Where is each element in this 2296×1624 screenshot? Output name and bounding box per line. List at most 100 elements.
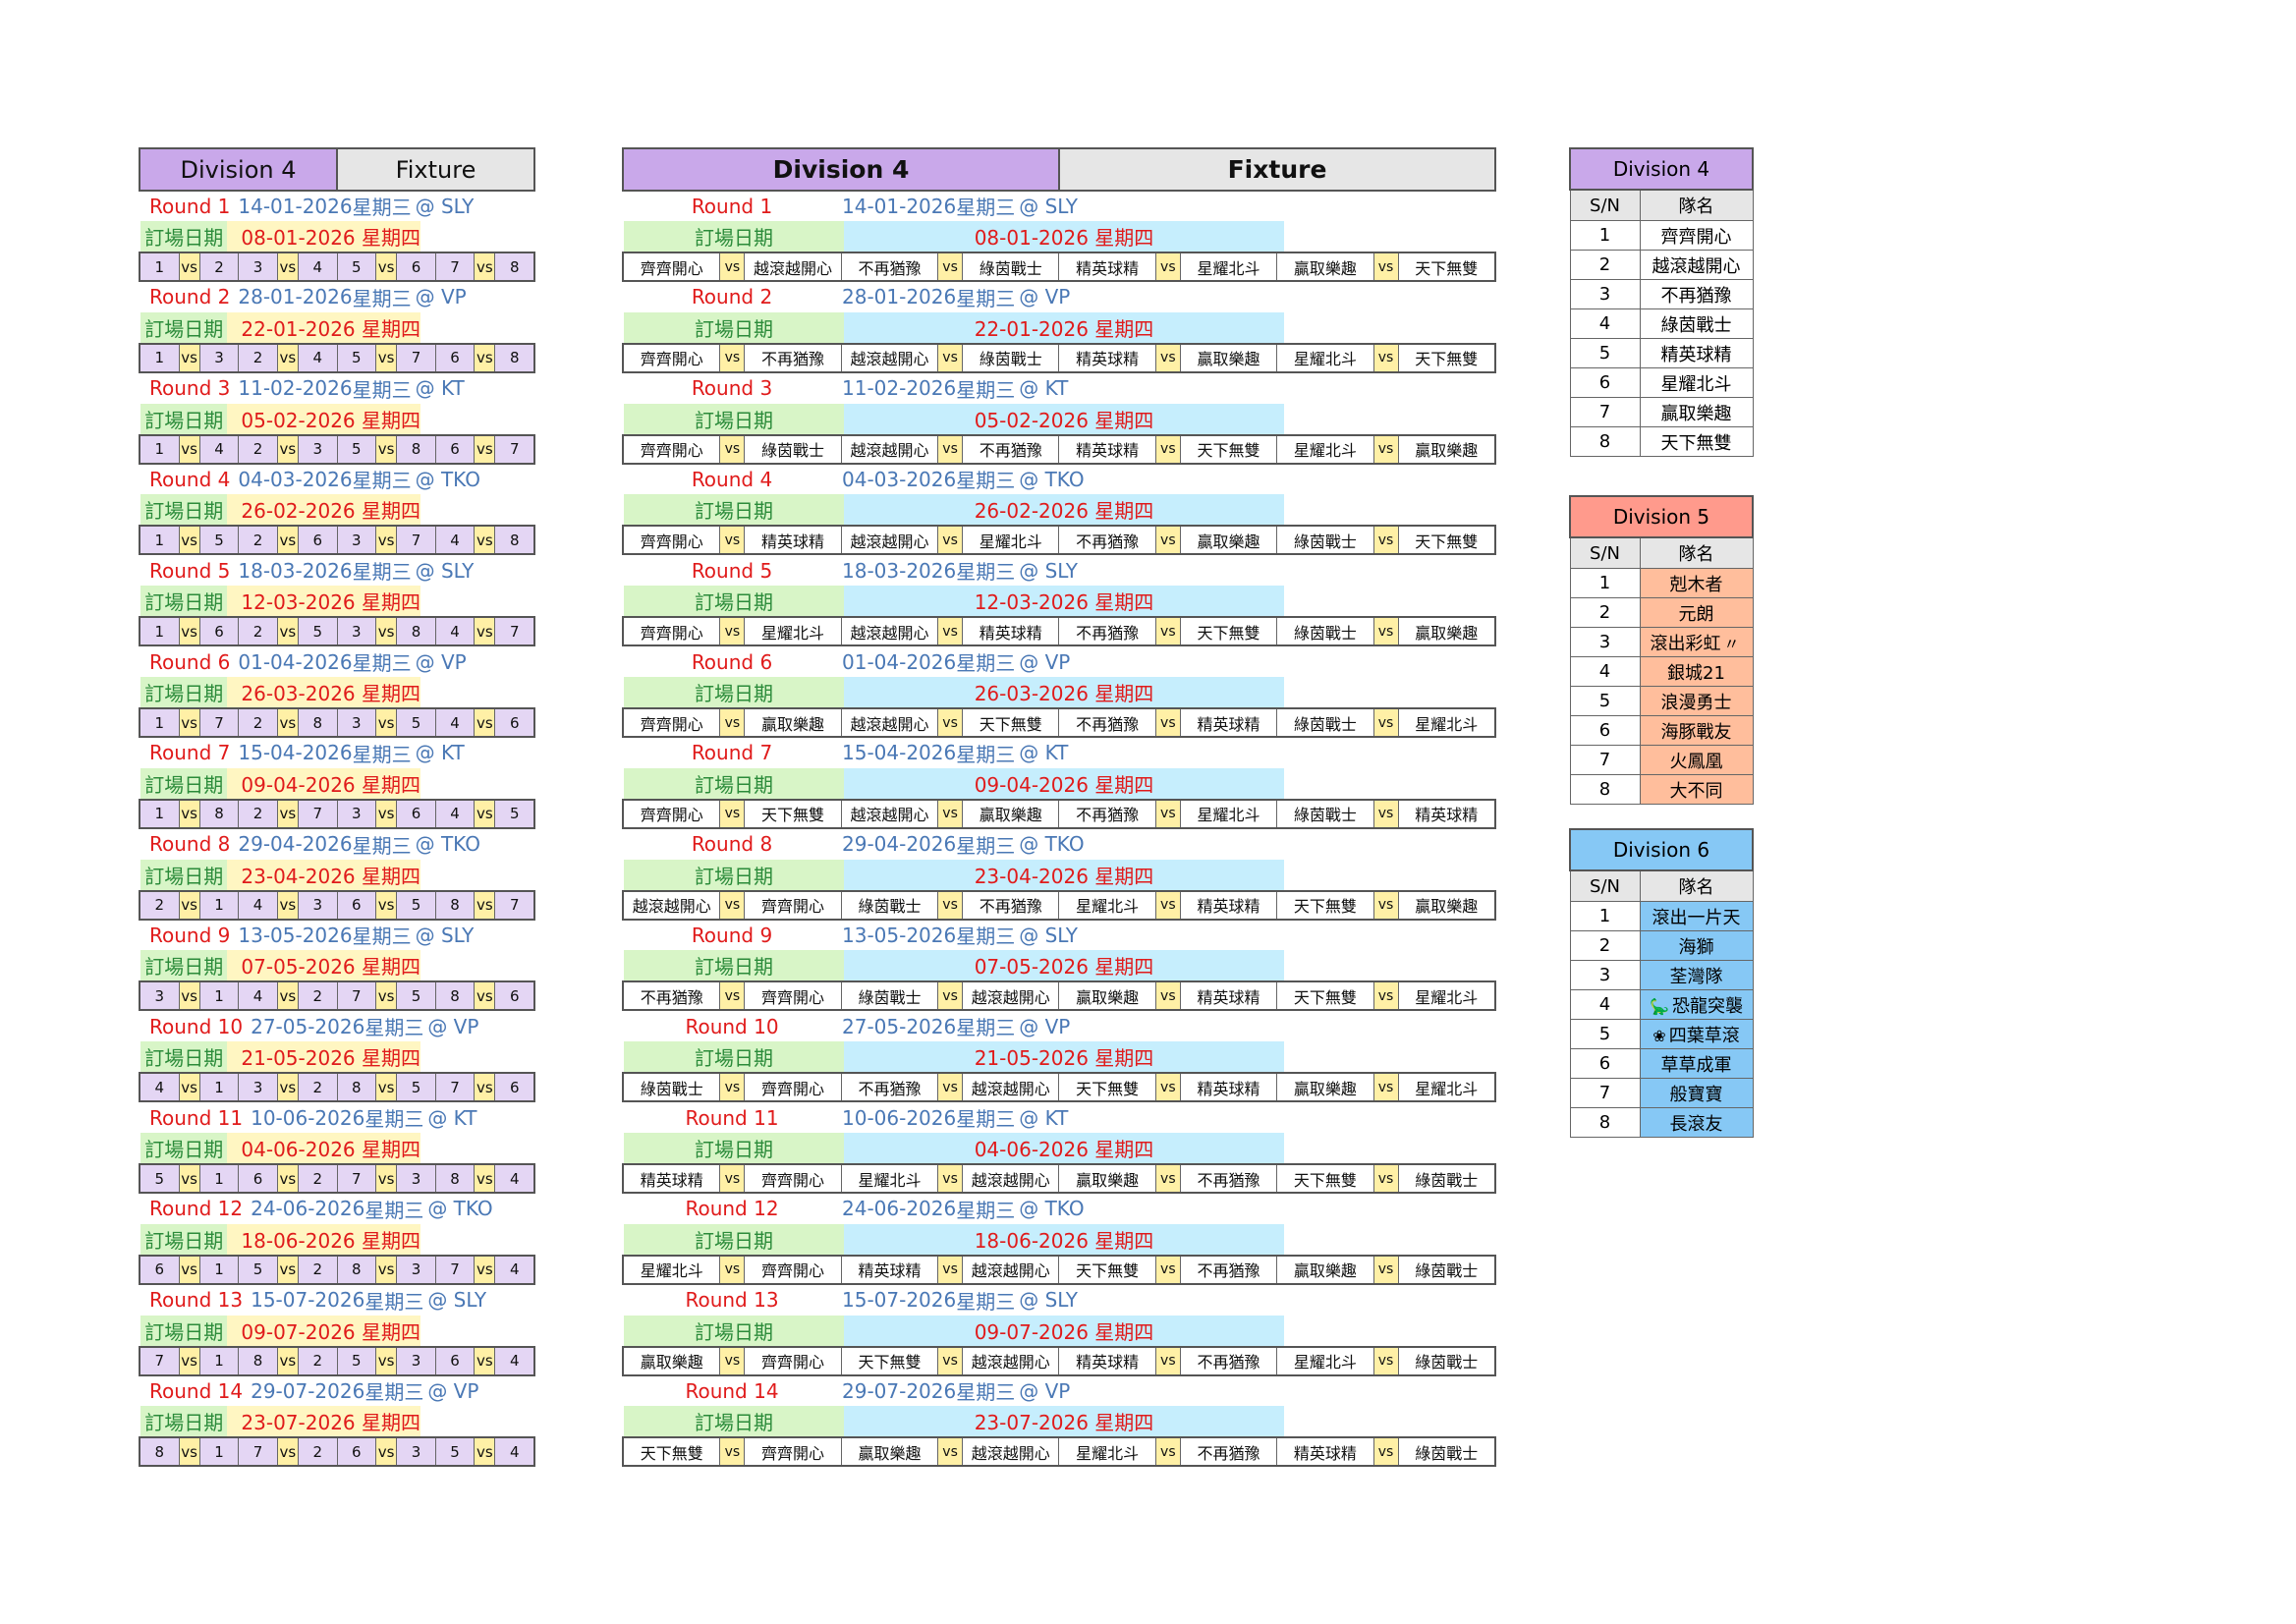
- vs-label: vs: [1155, 253, 1181, 280]
- team-name: 天下無雙: [1059, 1074, 1156, 1101]
- round-line: Round 13 15-07-2026 星期三 @ SLY: [622, 1285, 1506, 1316]
- team-number: 5: [199, 527, 240, 554]
- vs-label: vs: [376, 1256, 398, 1283]
- team-number: 4: [435, 709, 476, 736]
- vs-label: vs: [376, 435, 398, 463]
- vs-label: vs: [720, 618, 746, 645]
- team-name: 越滾越開心: [842, 800, 939, 827]
- team-number: 1: [199, 982, 240, 1010]
- vs-label: vs: [720, 253, 746, 280]
- team-name: 星耀北斗: [842, 1165, 939, 1192]
- vs-label: vs: [1155, 891, 1181, 919]
- vs-label: vs: [376, 1165, 398, 1192]
- team-number: 8: [495, 253, 533, 280]
- round-venue: @ SLY: [1019, 558, 1078, 583]
- round-weekday: 星期三: [352, 560, 412, 585]
- round-weekday: 星期三: [352, 377, 412, 402]
- team-number: 8: [298, 709, 338, 736]
- team-name-text: 荃灣隊: [1669, 966, 1723, 987]
- round-line: Round 3 11-02-2026 星期三 @ KT: [149, 373, 542, 404]
- team-name: 不再猶豫: [1181, 1438, 1278, 1466]
- vs-label: vs: [475, 1438, 496, 1466]
- team-name: 贏取樂趣: [1181, 344, 1278, 371]
- round-line: Round 1 14-01-2026 星期三 @ SLY: [149, 191, 542, 221]
- team-number: 2: [239, 618, 278, 645]
- team-name: 贏取樂趣: [1059, 1165, 1156, 1192]
- team-sn: 2: [1569, 250, 1641, 280]
- round-date: 01-04-2026: [842, 649, 957, 674]
- booking-label: 訂場日期: [624, 1133, 844, 1163]
- team-number: 1: [140, 709, 180, 736]
- booking-row: 訂場日期 09-07-2026 星期四: [624, 1315, 1284, 1346]
- team-name: 齊齊開心: [624, 618, 721, 645]
- team-number: 3: [298, 435, 338, 463]
- team-row: 6 星耀北斗: [1569, 367, 1754, 398]
- team-number: 4: [298, 344, 338, 371]
- round-date: 11-02-2026: [842, 376, 957, 401]
- booking-date-text: 05-02-2026 星期四: [241, 408, 420, 432]
- booking-date: 04-06-2026 星期四: [227, 1133, 420, 1163]
- mid-division-label: Division 4: [772, 155, 910, 184]
- team-number: 7: [337, 982, 377, 1010]
- vs-label: vs: [179, 1074, 200, 1101]
- match-row: 1 vs 6 2 vs 5 3 vs 8 4 vs 7: [139, 616, 535, 647]
- booking-row: 訂場日期 07-05-2026 星期四: [624, 950, 1284, 981]
- team-name: 不再猶豫: [1181, 1165, 1278, 1192]
- team-number: 7: [140, 1347, 180, 1374]
- mid-fixture-header: Fixture: [1058, 147, 1496, 192]
- round-line: Round 11 10-06-2026 星期三 @ KT: [622, 1102, 1506, 1133]
- team-name: 越滾越開心: [963, 1165, 1060, 1192]
- round-label: Round 6: [149, 649, 231, 674]
- round-weekday: 星期三: [364, 1198, 424, 1222]
- vs-label: vs: [179, 1438, 200, 1466]
- team-name: 天下無雙: [745, 800, 842, 827]
- round-line: Round 1 14-01-2026 星期三 @ SLY: [622, 191, 1506, 221]
- booking-row: 訂場日期 26-02-2026 星期四: [140, 494, 420, 526]
- round-line: Round 5 18-03-2026 星期三 @ SLY: [149, 555, 542, 586]
- booking-date-text: 04-06-2026 星期四: [241, 1138, 420, 1161]
- booking-date: 09-04-2026 星期四: [844, 767, 1284, 799]
- vs-label: vs: [938, 1165, 964, 1192]
- vs-label: vs: [179, 1165, 200, 1192]
- booking-date-text: 23-04-2026 星期四: [974, 864, 1154, 888]
- round-venue: @ VP: [427, 1014, 479, 1038]
- team-name: 綠茵戰士: [842, 982, 939, 1010]
- match-row: 2 vs 1 4 vs 3 6 vs 5 8 vs 7: [139, 889, 535, 921]
- vs-label: vs: [179, 435, 200, 463]
- team-number: 2: [199, 253, 240, 280]
- team-name-text: 大不同: [1669, 780, 1723, 802]
- name-header: 隊名: [1639, 869, 1754, 902]
- team-number: 5: [337, 1347, 377, 1374]
- team-name: 贏取樂趣: [963, 800, 1060, 827]
- booking-date-text: 08-01-2026 星期四: [241, 226, 420, 250]
- vs-label: vs: [277, 709, 299, 736]
- round-label: Round 7: [149, 741, 231, 765]
- vs-label: vs: [277, 1256, 299, 1283]
- vs-label: vs: [1373, 1074, 1399, 1101]
- team-sn: 1: [1569, 901, 1641, 931]
- booking-date-text: 18-06-2026 星期四: [241, 1228, 420, 1253]
- team-number: 6: [495, 982, 533, 1010]
- division-title-row: Division 6: [1569, 828, 1754, 871]
- booking-date: 18-06-2026 星期四: [227, 1223, 420, 1255]
- team-sn: 8: [1569, 774, 1641, 805]
- booking-label: 訂場日期: [140, 767, 228, 799]
- round-date: 28-01-2026: [238, 285, 353, 309]
- team-name: 綠茵戰士: [963, 253, 1060, 280]
- round-date: 15-04-2026: [842, 741, 957, 765]
- vs-label: vs: [179, 1256, 200, 1283]
- team-name: 天下無雙: [624, 1438, 721, 1466]
- team-name: 天下無雙: [1415, 258, 1479, 278]
- booking-date-text: 09-04-2026 星期四: [974, 772, 1154, 797]
- team-name: 綠茵戰士: [1415, 1443, 1479, 1463]
- vs-label: vs: [720, 709, 746, 736]
- team-number: 6: [435, 435, 476, 463]
- round-date: 29-04-2026: [238, 832, 353, 857]
- vs-label: vs: [720, 344, 746, 371]
- team-row: 1 滾出一片天: [1569, 901, 1754, 931]
- team-number: 7: [397, 527, 436, 554]
- booking-label: 訂場日期: [624, 221, 844, 252]
- round-label: Round 3: [149, 376, 231, 401]
- booking-date: 23-04-2026 星期四: [844, 859, 1284, 890]
- team-name: 綠茵戰士: [1277, 527, 1374, 554]
